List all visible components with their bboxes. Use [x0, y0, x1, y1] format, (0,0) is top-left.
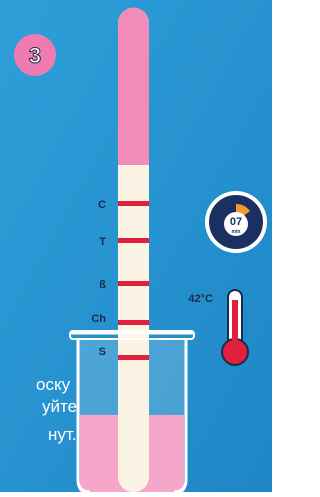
timer-unit: min: [232, 229, 241, 235]
text-line: уйте: [42, 397, 77, 416]
band-label: T: [99, 236, 106, 248]
band: [118, 281, 149, 286]
band: [118, 320, 149, 325]
strip-handle: [118, 8, 149, 165]
band-label: S: [99, 346, 106, 358]
illustration: 3 оску уйте нут. C T ß Ch S 07 min 42°C: [0, 0, 272, 492]
band-label: ß: [99, 279, 106, 291]
thermometer-label: 42°C: [188, 293, 213, 305]
timer-value: 07: [230, 216, 242, 228]
text-line: оску: [36, 375, 71, 394]
step-number: 3: [29, 43, 41, 68]
band-label: C: [98, 199, 106, 211]
band: [118, 201, 149, 206]
thermometer-mercury: [232, 300, 238, 350]
band: [118, 238, 149, 243]
band-label: Ch: [91, 313, 106, 325]
band: [118, 355, 149, 360]
text-line: нут.: [48, 425, 77, 444]
